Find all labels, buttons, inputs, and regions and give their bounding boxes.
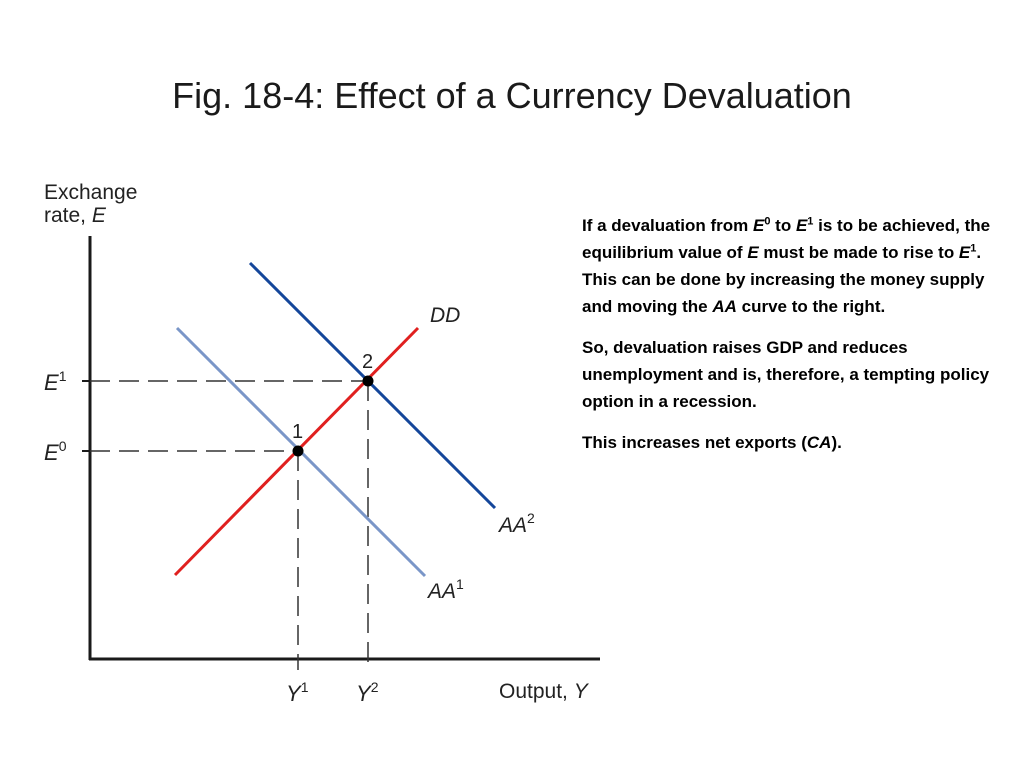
aa1-label: AA1 — [426, 576, 464, 603]
explanation-paragraph-2: So, devaluation raises GDP and reduces u… — [582, 338, 990, 411]
e1-label: E1 — [44, 368, 67, 395]
dd-label: DD — [430, 304, 460, 327]
devaluation-diagram: Exchange rate, E Output, Y 1 2 DD AA2 AA… — [44, 181, 600, 706]
y-axis-label-line2: rate, E — [44, 204, 107, 227]
y2-label: Y2 — [356, 679, 379, 706]
explanation-text: If a devaluation from E0 to E1 is to be … — [582, 212, 992, 470]
equilibrium-point-2 — [362, 375, 374, 387]
aa2-label: AA2 — [497, 510, 535, 537]
equilibrium-point-1 — [292, 445, 304, 457]
e0-label: E0 — [44, 438, 67, 465]
point-2-label: 2 — [362, 351, 373, 373]
point-1-label: 1 — [292, 421, 303, 443]
x-axis-label: Output, Y — [499, 680, 590, 703]
y-axis-label-line1: Exchange — [44, 181, 137, 204]
aa2-curve — [248, 261, 497, 510]
explanation-paragraph-3: This increases net exports (CA). — [582, 433, 842, 452]
slide-title: Fig. 18-4: Effect of a Currency Devaluat… — [172, 75, 852, 116]
explanation-paragraph-1: If a devaluation from E0 to E1 is to be … — [582, 215, 991, 316]
y1-label: Y1 — [286, 679, 309, 706]
